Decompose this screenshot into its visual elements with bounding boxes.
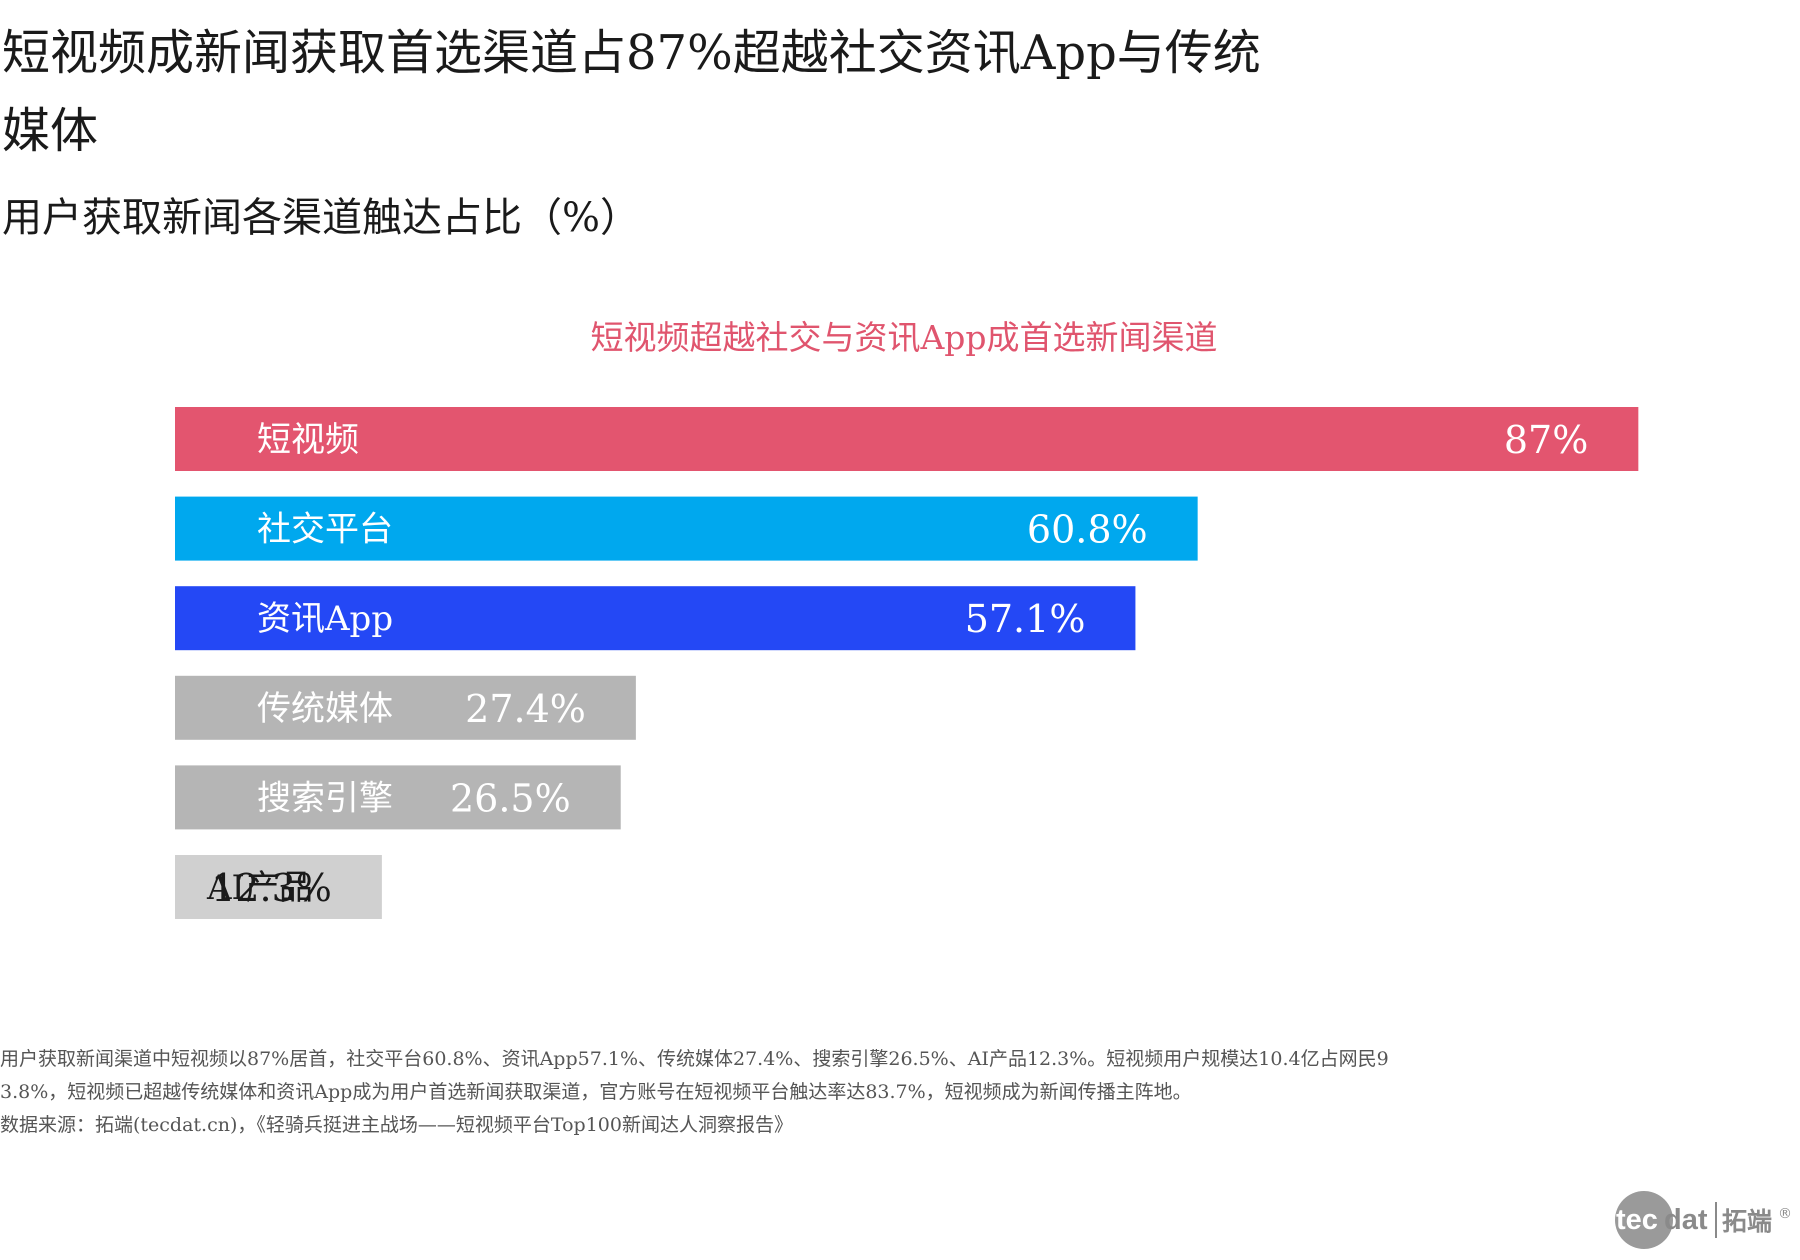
bar-3 — [175, 586, 1136, 651]
bar-4-category-label: 传统媒体 — [257, 689, 393, 729]
bar-3-category-label: 资讯App — [257, 599, 393, 639]
bar-6-category-label: AI产品 — [206, 868, 313, 908]
bar-4 — [175, 675, 636, 740]
bar-6-value-label: 12.3% — [211, 866, 332, 910]
bar-1-value-label: 87% — [1504, 418, 1588, 462]
tecdat-logo: tec dat 拓端 ® — [1615, 1191, 1792, 1249]
chart-notes: 用户获取新闻渠道中短视频以87%居首，社交平台60.8%、资讯App57.1%、… — [0, 1043, 1400, 1142]
bar-6 — [175, 855, 382, 919]
bar-chart: 短视频 87% 社交平台 60.8% 资讯App 57.1% 传统媒体 27.4% 搜索引擎 26… — [175, 407, 1639, 919]
bar-3-value-label: 57.1% — [965, 597, 1086, 641]
chart-title-text: 短视频超越社交与资讯App成首选新闻渠道 — [590, 318, 1218, 357]
logo-circle-icon — [1615, 1191, 1673, 1249]
chart-title: 短视频超越社交与资讯App成首选新闻渠道 — [0, 315, 1800, 361]
bar-2-value-label: 60.8% — [1027, 508, 1148, 552]
logo-cn-name: 拓端 — [1722, 1207, 1772, 1236]
bar-2 — [175, 496, 1198, 561]
bar-5-category-label: 搜索引擎 — [257, 778, 393, 818]
bar-4-value-label: 27.4% — [465, 687, 586, 731]
page-title: 短视频成新闻获取首选渠道占87%超越社交资讯App与传统媒体 — [2, 25, 1261, 159]
bar-1-category-label: 短视频 — [257, 420, 359, 460]
page-subtitle: 用户获取新闻各渠道触达占比（%） — [2, 195, 641, 241]
logo-brand-text: tec — [1616, 1204, 1658, 1236]
bar-5-value-label: 26.5% — [450, 776, 571, 820]
bar-2-category-label: 社交平台 — [257, 510, 393, 550]
bar-5 — [175, 765, 621, 830]
bar-1 — [175, 407, 1639, 471]
notes-description: 用户获取新闻渠道中短视频以87%居首，社交平台60.8%、资讯App57.1%、… — [0, 1048, 1389, 1103]
notes-source: 数据来源：拓端(tecdat.cn)，《轻骑兵挺进主战场——短视频平台Top10… — [0, 1114, 793, 1136]
logo-registered-mark: ® — [1778, 1206, 1792, 1222]
logo-brand-text-tail: dat — [1664, 1204, 1708, 1236]
